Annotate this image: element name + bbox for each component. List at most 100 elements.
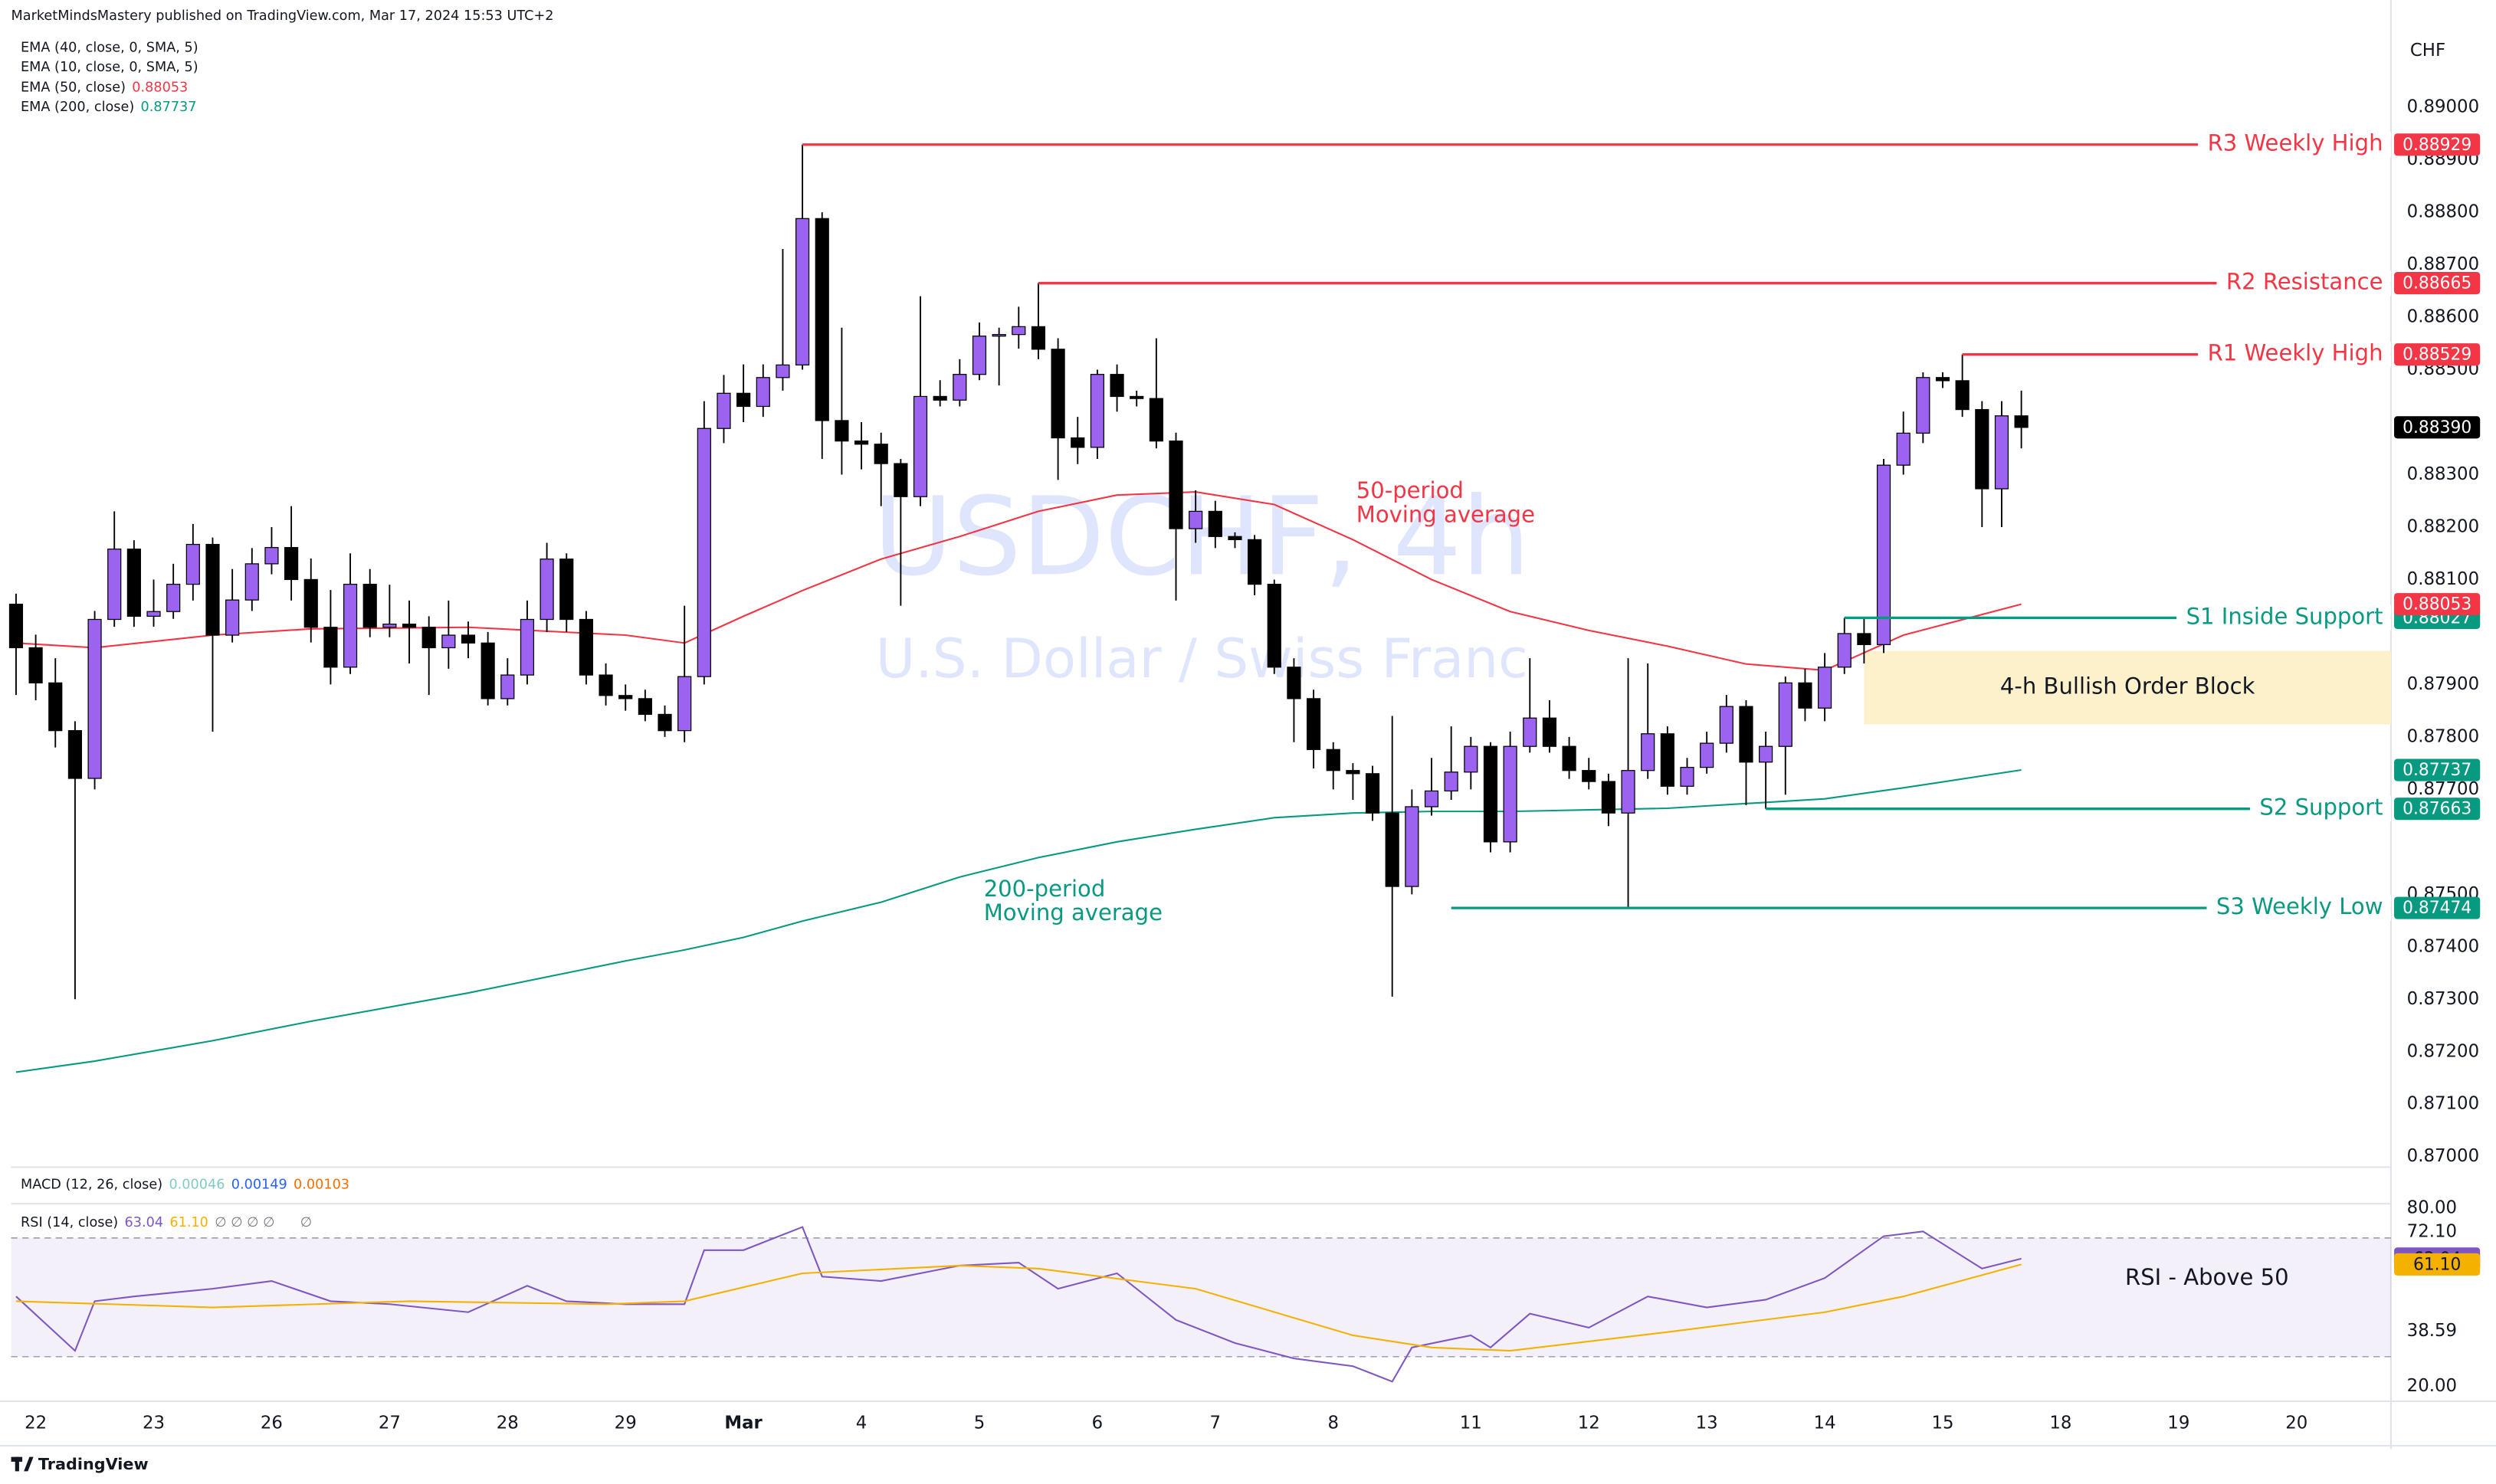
candle-body — [1719, 706, 1733, 744]
candle-body — [913, 395, 928, 497]
legend-entry: EMA (50, close) — [21, 80, 126, 95]
candle-body — [1621, 770, 1635, 814]
candle-body — [1817, 667, 1832, 709]
candle-body — [776, 364, 790, 378]
candle-body — [303, 578, 318, 628]
candle-body — [1326, 749, 1340, 771]
price-badge-label: 0.87474 — [2403, 899, 2471, 918]
candle-body — [1896, 432, 1911, 466]
indicator-line — [15, 1263, 2022, 1352]
macd-legend-value: 0.00103 — [294, 1177, 349, 1192]
candle-body — [107, 549, 122, 621]
legend-value: 0.88053 — [132, 80, 188, 95]
candle-body — [697, 428, 711, 677]
legend-value: 63.04 — [125, 1215, 164, 1230]
candle-body — [362, 583, 377, 628]
price-badge-label: 0.88053 — [2403, 595, 2471, 614]
candle-body — [1208, 510, 1222, 537]
candle-body — [618, 695, 633, 699]
x-tick-label: 19 — [2167, 1414, 2189, 1433]
candle-body — [1523, 717, 1537, 747]
candle-body — [1503, 745, 1517, 843]
level-label-bg — [2249, 796, 2391, 822]
candle-body — [67, 730, 83, 779]
level-label: R2 Resistance — [2226, 269, 2383, 295]
candle-body — [1307, 698, 1321, 750]
level-label-bg — [2216, 270, 2391, 296]
legend-entry: EMA (40, close, 0, SMA, 5) — [21, 40, 198, 55]
footer-brand: TradingView — [38, 1455, 149, 1473]
candle-body — [972, 336, 987, 375]
candle-body — [2014, 415, 2029, 428]
price-badge-label: 0.88665 — [2403, 274, 2471, 293]
candle-body — [28, 647, 43, 683]
candle-body — [1385, 812, 1399, 887]
candle-body — [1876, 464, 1891, 645]
candle-body — [421, 627, 436, 649]
candle-body — [1837, 633, 1852, 668]
candle-body — [441, 634, 456, 649]
x-tick-label: 12 — [1578, 1414, 1600, 1433]
candle-body — [1444, 771, 1458, 792]
candle-body — [1759, 745, 1773, 763]
candle-body — [1464, 745, 1478, 773]
legend-extra: ∅ ∅ ∅ ∅ — [215, 1215, 274, 1230]
y-tick-label: 38.59 — [2407, 1321, 2457, 1341]
y-tick-label: 0.89000 — [2407, 97, 2479, 117]
x-tick-label: 29 — [615, 1414, 637, 1433]
price-badge — [2394, 271, 2481, 295]
candle-body — [1483, 745, 1498, 843]
candle-body — [520, 618, 535, 676]
candle-body — [1778, 682, 1792, 747]
watermark-name: U.S. Dollar / Swiss Franc — [876, 627, 1528, 690]
candle-body — [835, 420, 849, 442]
candle-body — [1424, 790, 1439, 808]
candle-body — [638, 698, 652, 716]
candle-body — [1660, 733, 1674, 787]
candle-body — [1071, 437, 1085, 448]
level-label-bg — [2206, 895, 2391, 921]
candle-body — [1739, 706, 1753, 763]
candle-body — [874, 444, 888, 464]
macd-legend-value: 0.00149 — [231, 1177, 287, 1192]
footer-logo — [11, 1456, 34, 1472]
price-badge — [2394, 1253, 2481, 1276]
candle-body — [146, 611, 161, 618]
candle-body — [677, 676, 692, 732]
candle-body — [1975, 408, 1989, 490]
price-badge-label: 0.88529 — [2403, 346, 2471, 365]
candle-body — [1228, 536, 1242, 541]
level-label: R1 Weekly High — [2208, 340, 2383, 366]
candle-body — [225, 599, 240, 636]
price-badge-label: 0.88929 — [2403, 136, 2471, 155]
x-tick-label: 27 — [379, 1414, 401, 1433]
candle-body — [461, 634, 476, 644]
candle-body — [1994, 415, 2009, 490]
y-tick-label: 0.87100 — [2407, 1094, 2479, 1114]
y-tick-label: 0.87400 — [2407, 936, 2479, 956]
candle-body — [382, 624, 397, 628]
candle-body — [894, 463, 908, 497]
y-tick-label: 0.88700 — [2407, 254, 2479, 274]
level-label: S3 Weekly Low — [2216, 893, 2383, 919]
candle-body — [1051, 349, 1065, 439]
candle-body — [756, 377, 770, 408]
legend-value: 0.87737 — [141, 100, 197, 115]
order-block-label: 4-h Bullish Order Block — [2000, 673, 2255, 699]
y-tick-label: 0.88600 — [2407, 307, 2479, 327]
candle-body — [1680, 766, 1694, 787]
candle-body — [736, 392, 751, 408]
candle-body — [854, 441, 869, 445]
price-badge — [2394, 798, 2481, 821]
legend-value: 61.10 — [169, 1215, 208, 1230]
y-tick-label: 20.00 — [2407, 1376, 2457, 1396]
y-tick-label: 0.87000 — [2407, 1146, 2479, 1166]
x-tick-label: 26 — [261, 1414, 283, 1433]
candle-body — [953, 374, 967, 401]
rsi-annotation: RSI - Above 50 — [2125, 1264, 2289, 1290]
level-label-bg — [2198, 132, 2391, 158]
price-badge — [2394, 896, 2481, 919]
x-tick-label: 22 — [25, 1414, 47, 1433]
logo-part — [24, 1456, 34, 1472]
